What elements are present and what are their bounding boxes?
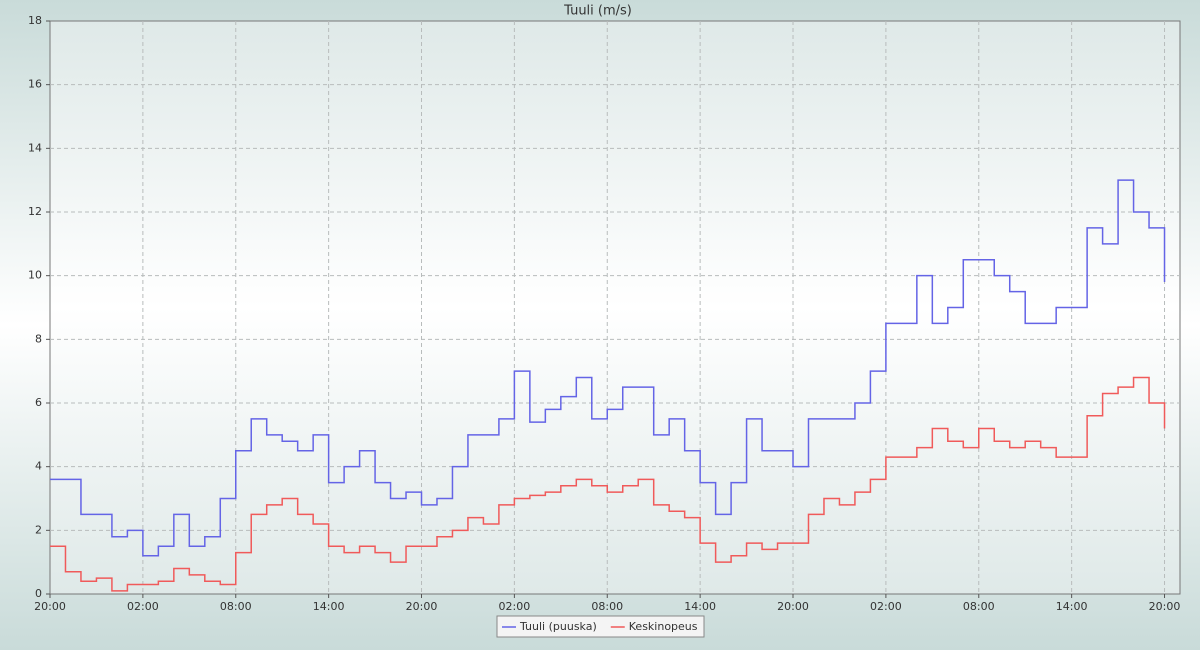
x-tick-label: 20:00 [1149, 600, 1181, 613]
x-tick-label: 14:00 [1056, 600, 1088, 613]
y-tick-label: 10 [28, 269, 42, 282]
x-tick-label: 20:00 [777, 600, 809, 613]
series-line [50, 376, 1166, 592]
y-tick-label: 2 [35, 523, 42, 536]
x-tick-label: 02:00 [870, 600, 902, 613]
legend-box [496, 615, 705, 638]
y-tick-label: 0 [35, 587, 42, 600]
legend-label: Tuuli (puuska) [519, 620, 597, 633]
x-tick-label: 20:00 [34, 600, 66, 613]
series-line [50, 179, 1166, 557]
y-tick-label: 12 [28, 205, 42, 218]
legend: Tuuli (puuska) Keskinopeus [496, 615, 705, 638]
plot-area [49, 20, 1181, 595]
x-tick-label: 08:00 [220, 600, 252, 613]
y-tick-label: 16 [28, 78, 42, 91]
x-tick-label: 14:00 [313, 600, 345, 613]
x-tick-label: 02:00 [127, 600, 159, 613]
y-tick-label: 4 [35, 460, 42, 473]
y-tick-label: 14 [28, 141, 42, 154]
x-tick-label: 20:00 [406, 600, 438, 613]
chart-title: Tuuli (m/s) [563, 4, 632, 19]
x-tick-label: 02:00 [499, 600, 531, 613]
y-tick-label: 8 [35, 332, 42, 345]
y-tick-label: 6 [35, 396, 42, 409]
x-tick-label: 08:00 [591, 600, 623, 613]
x-tick-label: 08:00 [963, 600, 995, 613]
y-tick-label: 18 [28, 14, 42, 27]
legend-label: Keskinopeus [629, 620, 698, 633]
x-tick-label: 14:00 [684, 600, 716, 613]
